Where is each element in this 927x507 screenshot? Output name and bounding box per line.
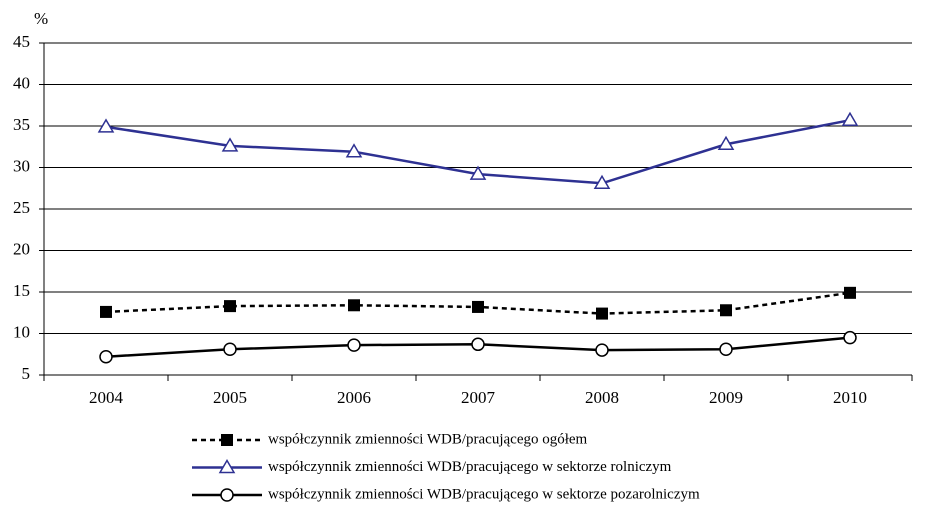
marker (220, 488, 234, 502)
marker (595, 343, 609, 357)
x-tick-label: 2008 (585, 388, 619, 407)
y-axis-label: % (34, 9, 48, 28)
marker (844, 286, 856, 299)
marker (469, 165, 487, 180)
marker (221, 434, 233, 446)
marker (593, 174, 611, 190)
marker (345, 143, 363, 158)
marker (719, 342, 733, 357)
legend-label: współczynnik zmienności WDB/pracującego … (268, 486, 700, 502)
y-tick-label: 30 (13, 156, 30, 175)
x-tick-label: 2009 (709, 388, 743, 407)
y-tick-label: 20 (13, 239, 30, 258)
x-tick-label: 2007 (461, 388, 496, 407)
y-tick-label: 5 (22, 364, 31, 383)
y-tick-label: 35 (13, 115, 30, 134)
y-tick-label: 40 (13, 73, 30, 92)
y-tick-label: 45 (13, 32, 30, 51)
legend-label: współczynnik zmienności WDB/pracującego … (268, 431, 588, 447)
marker (224, 300, 236, 313)
marker (223, 342, 237, 357)
x-tick-label: 2004 (89, 388, 124, 407)
marker (841, 111, 859, 126)
marker (100, 305, 112, 318)
x-tick-label: 2005 (213, 388, 247, 407)
marker (348, 299, 360, 312)
marker (97, 118, 115, 133)
x-tick-label: 2006 (337, 388, 371, 407)
y-tick-label: 25 (13, 198, 30, 217)
marker (218, 459, 236, 474)
marker (471, 337, 485, 352)
marker (717, 135, 735, 151)
marker (720, 304, 732, 317)
marker (596, 307, 608, 320)
legend-label: współczynnik zmienności WDB/pracującego … (268, 459, 672, 475)
y-tick-label: 10 (13, 322, 30, 341)
marker (843, 330, 857, 345)
marker (99, 349, 113, 364)
marker (221, 137, 239, 152)
marker (347, 338, 361, 352)
y-tick-label: 15 (13, 281, 30, 300)
x-tick-label: 2010 (833, 388, 867, 407)
marker (472, 300, 484, 313)
